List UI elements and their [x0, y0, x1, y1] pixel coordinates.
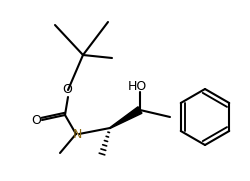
Text: HO: HO	[128, 81, 147, 94]
Polygon shape	[109, 107, 142, 128]
Text: O: O	[62, 83, 72, 96]
Text: N: N	[72, 127, 81, 140]
Text: O: O	[31, 113, 41, 127]
